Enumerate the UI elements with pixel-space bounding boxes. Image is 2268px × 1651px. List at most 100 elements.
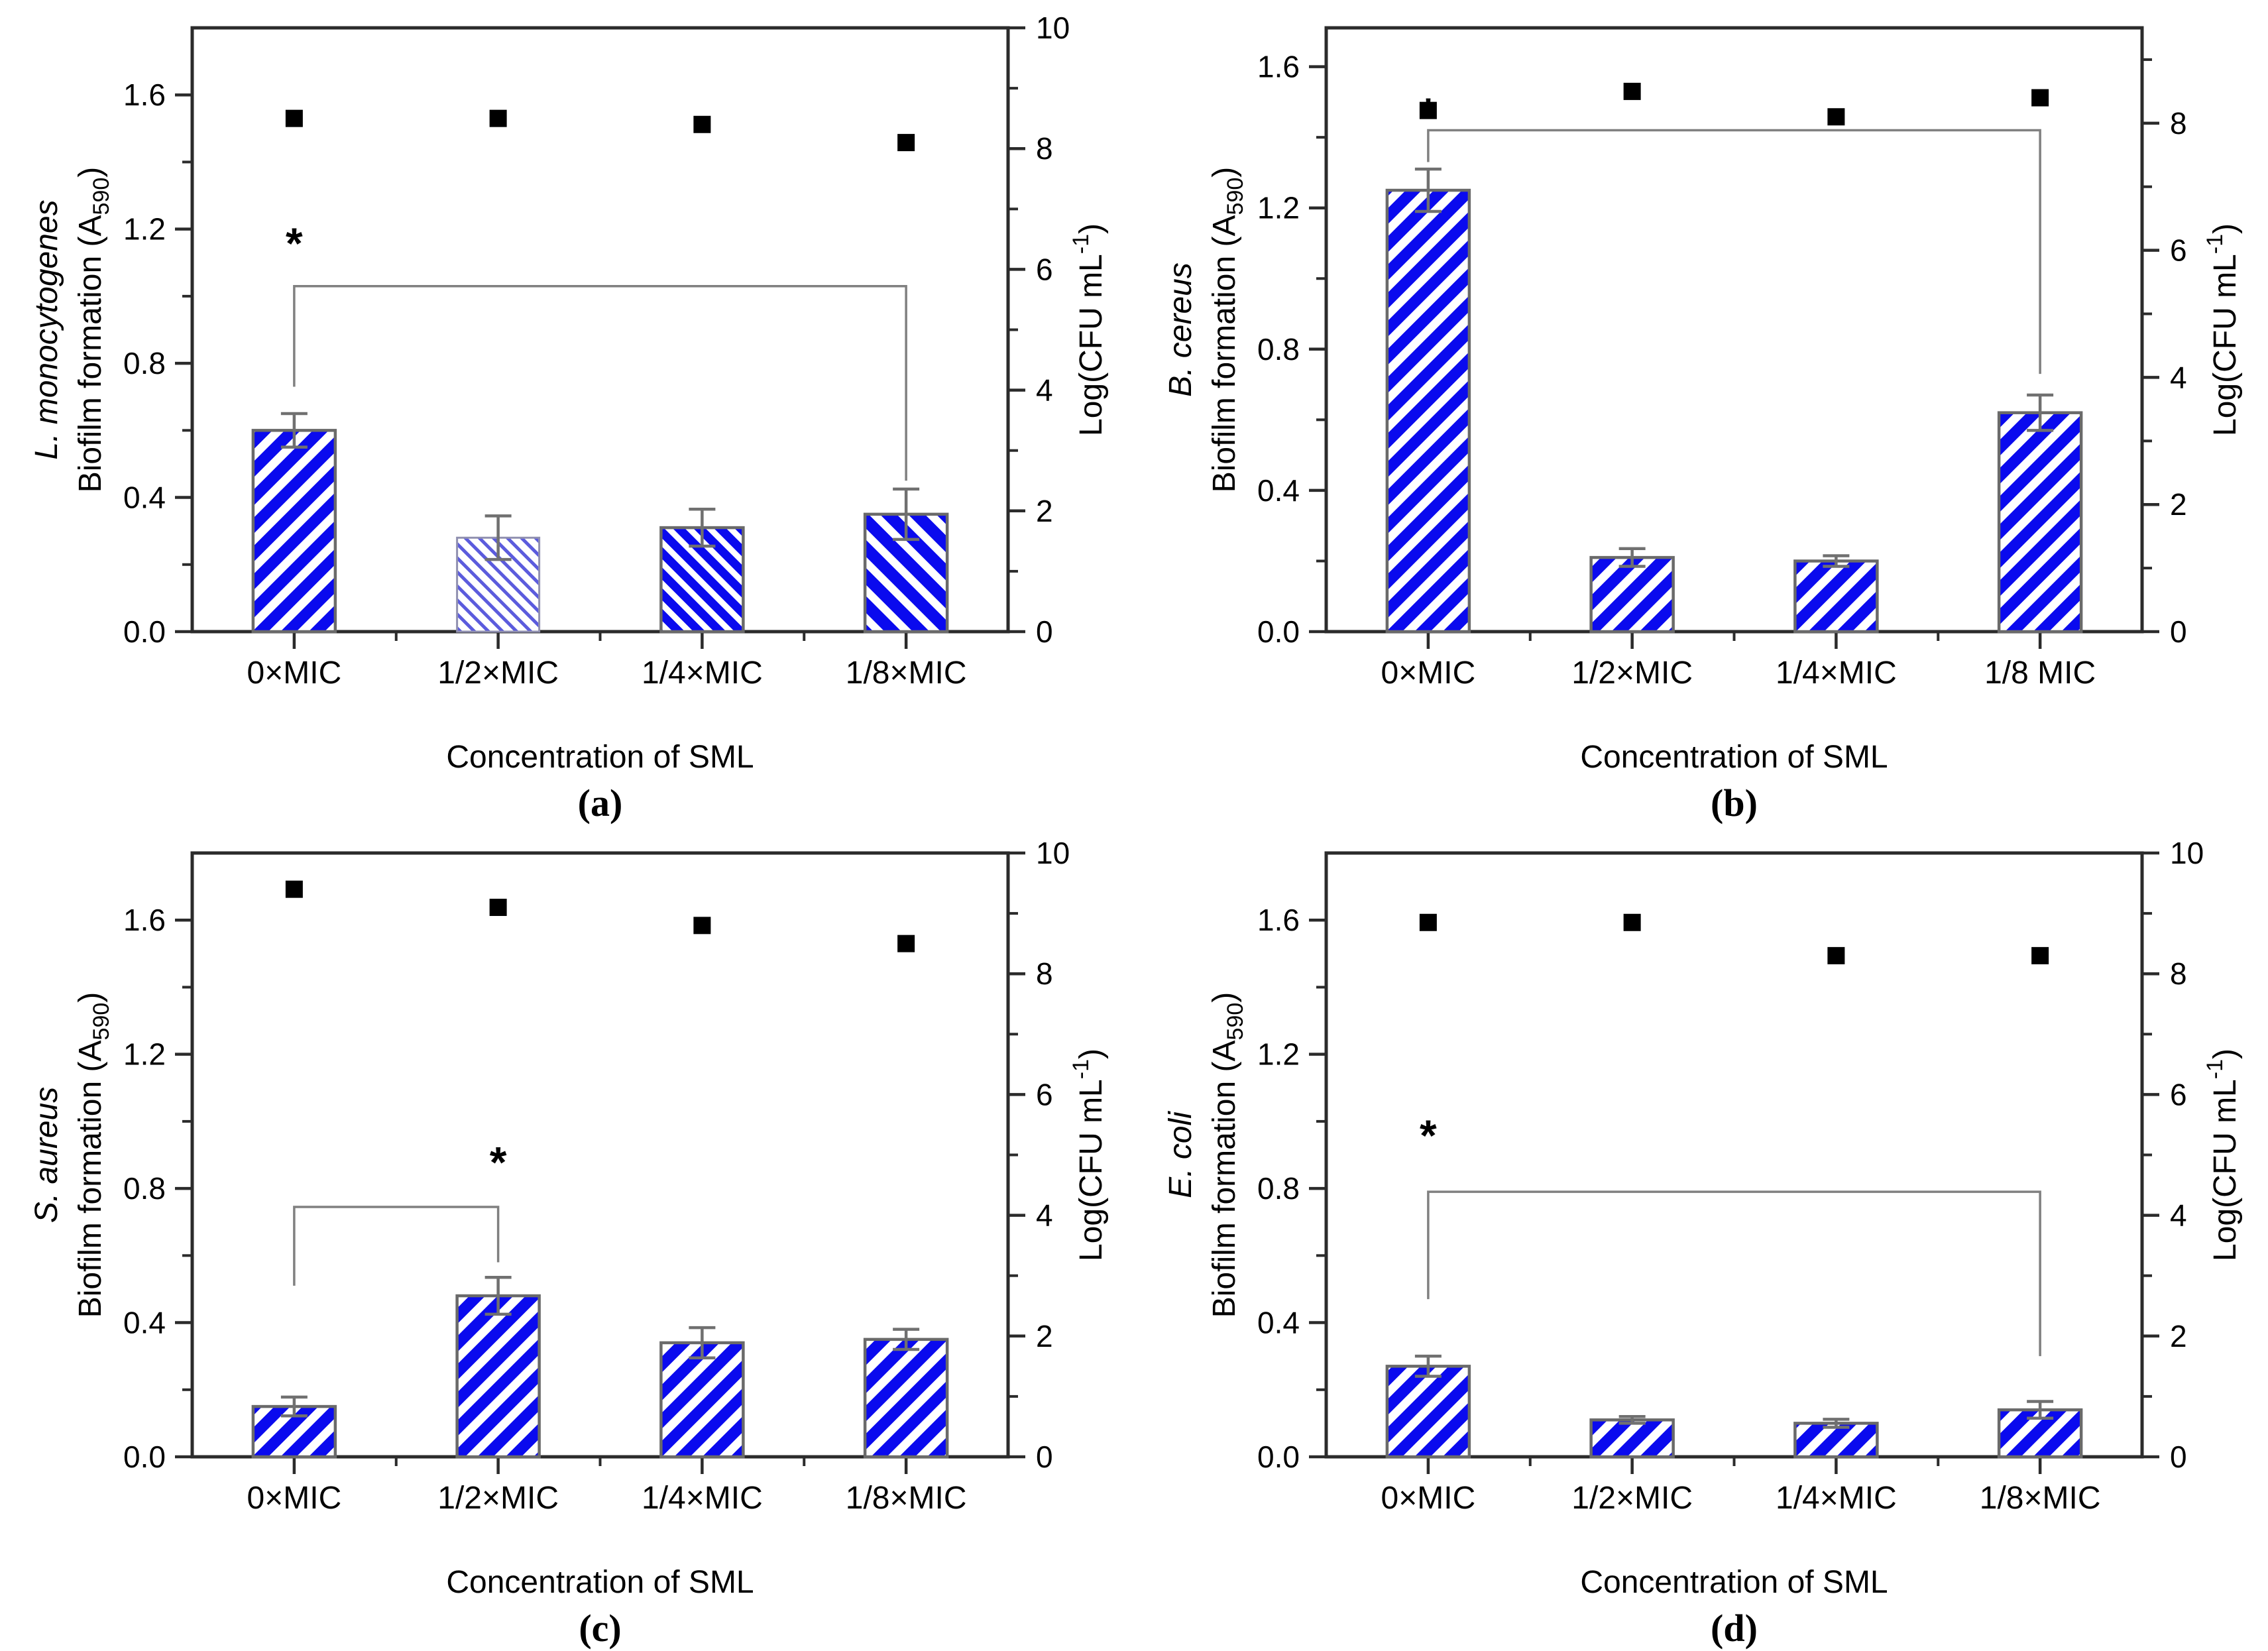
left-tick-label: 0.8 <box>123 1171 166 1206</box>
log-cfu-square-1/2×MIC <box>1623 913 1641 931</box>
right-tick-label: 6 <box>2170 1077 2187 1111</box>
x-tick-label: 0×MIC <box>247 1481 342 1516</box>
y-axis-right-label: Log(CFU mL-1) <box>2202 223 2243 436</box>
left-tick-label: 0.0 <box>123 614 166 649</box>
log-cfu-square-1/8 MIC <box>2031 89 2049 107</box>
y-axis-organism-label: E. coli <box>1163 1111 1198 1198</box>
y-axis-right-label: Log(CFU mL-1) <box>2202 1049 2243 1261</box>
right-tick-label: 10 <box>1036 11 1070 45</box>
panel-letter: (c) <box>579 1607 621 1650</box>
bar-1/4×MIC <box>659 1341 745 1459</box>
right-tick-label: 2 <box>1036 1319 1053 1353</box>
log-cfu-square-1/2×MIC <box>1623 82 1641 100</box>
left-tick-label: 1.2 <box>1257 1037 1300 1072</box>
panel-c: 0.0 0.4 0.8 1.2 1.6 0 2 4 6 8 10 0×MIC 1/2×MIC 1/4×MI… <box>0 825 1134 1651</box>
left-tick-label: 0.8 <box>1257 332 1300 367</box>
significance-bracket <box>1427 129 2041 374</box>
x-tick-label: 1/8×MIC <box>846 1481 967 1516</box>
y-axis-organism-label: S. aureus <box>29 1087 64 1223</box>
significance-bracket <box>293 1206 500 1286</box>
right-tick-label: 6 <box>1036 252 1053 286</box>
left-tick-label: 0.4 <box>1257 473 1300 508</box>
right-tick-label: 10 <box>1036 836 1070 870</box>
chart-svg-b: 0.0 0.4 0.8 1.2 1.6 0 2 4 6 8 0×MIC 1/2×MIC 1/4×MIC 1… <box>1163 26 2243 825</box>
right-tick-label: 2 <box>2170 1319 2187 1353</box>
left-tick-label: 1.2 <box>1257 191 1300 225</box>
log-cfu-square-1/4×MIC <box>693 917 711 935</box>
x-tick-label: 1/2×MIC <box>437 1481 559 1516</box>
y-axis-organism-label: L. monocytogenes <box>29 199 64 459</box>
bar-1/2×MIC <box>1589 1418 1675 1459</box>
x-tick-label: 1/4×MIC <box>1776 655 1897 691</box>
log-cfu-square-1/8×MIC <box>897 134 915 152</box>
x-axis-title: Concentration of SML <box>446 740 754 775</box>
left-tick-label: 0.4 <box>123 1306 166 1340</box>
left-tick-label: 1.6 <box>1257 903 1300 937</box>
left-tick-label: 1.2 <box>123 1037 166 1072</box>
log-cfu-square-1/8×MIC <box>2031 946 2049 964</box>
left-tick-label: 0.0 <box>1257 1440 1300 1474</box>
x-tick-label: 1/8×MIC <box>846 655 967 691</box>
log-cfu-square-0×MIC <box>285 880 303 898</box>
x-axis-title: Concentration of SML <box>1580 740 1888 775</box>
right-tick-label: 0 <box>1036 614 1053 649</box>
log-cfu-square-1/4×MIC <box>693 115 711 133</box>
y-axis-right-label: Log(CFU mL-1) <box>1068 223 1109 436</box>
right-tick-label: 10 <box>2170 836 2204 870</box>
log-cfu-square-0×MIC <box>1419 101 1437 119</box>
bar-1/2×MIC <box>455 1294 541 1459</box>
log-cfu-square-0×MIC <box>285 109 303 127</box>
bar-1/8×MIC <box>863 1338 949 1459</box>
chart-svg-c: 0.0 0.4 0.8 1.2 1.6 0 2 4 6 8 10 0×MIC 1/2×MIC 1/4×MI… <box>29 836 1109 1650</box>
right-tick-label: 4 <box>1036 1198 1053 1233</box>
right-tick-label: 4 <box>1036 373 1053 408</box>
right-tick-label: 8 <box>1036 131 1053 166</box>
right-tick-label: 6 <box>2170 233 2187 268</box>
x-tick-label: 0×MIC <box>1381 1481 1476 1516</box>
left-tick-label: 1.2 <box>123 212 166 247</box>
right-tick-label: 8 <box>1036 956 1053 991</box>
left-tick-label: 0.0 <box>123 1440 166 1474</box>
left-tick-label: 0.0 <box>1257 614 1300 649</box>
panel-a: 0.0 0.4 0.8 1.2 1.6 0 2 4 6 8 10 0×MIC 1/2×MIC 1/4×MI… <box>0 0 1134 825</box>
log-cfu-square-1/2×MIC <box>489 898 507 916</box>
panel-b: 0.0 0.4 0.8 1.2 1.6 0 2 4 6 8 0×MIC 1/2×MIC 1/4×MIC 1… <box>1134 0 2268 825</box>
significance-bracket <box>293 284 907 481</box>
log-cfu-square-1/8×MIC <box>897 935 915 952</box>
y-axis-left-label: Biofilm formation (A590) <box>1207 992 1248 1318</box>
bar-0×MIC <box>251 429 337 634</box>
right-tick-label: 0 <box>2170 614 2187 649</box>
right-tick-label: 6 <box>1036 1077 1053 1111</box>
left-tick-label: 1.6 <box>123 903 166 937</box>
right-tick-label: 8 <box>2170 956 2187 991</box>
x-tick-label: 1/4×MIC <box>642 655 763 691</box>
x-tick-label: 1/4×MIC <box>642 1481 763 1516</box>
significance-asterisk: * <box>490 1138 507 1187</box>
panel-letter: (a) <box>578 781 623 825</box>
log-cfu-square-1/2×MIC <box>489 109 507 127</box>
left-tick-label: 0.4 <box>1257 1306 1300 1340</box>
x-tick-label: 1/8×MIC <box>1980 1481 2101 1516</box>
x-tick-label: 1/2×MIC <box>437 655 559 691</box>
x-tick-label: 0×MIC <box>247 655 342 691</box>
right-tick-label: 8 <box>2170 106 2187 141</box>
bar-1/4×MIC <box>1793 559 1879 634</box>
left-tick-label: 1.6 <box>1257 50 1300 84</box>
log-cfu-square-1/4×MIC <box>1827 946 1845 964</box>
y-axis-right-label: Log(CFU mL-1) <box>1068 1049 1109 1261</box>
bar-1/2×MIC <box>1589 555 1675 634</box>
x-axis-title: Concentration of SML <box>1580 1565 1888 1600</box>
significance-bracket <box>1427 1190 2041 1357</box>
right-tick-label: 4 <box>2170 360 2187 394</box>
y-axis-organism-label: B. cereus <box>1163 262 1198 397</box>
chart-svg-d: 0.0 0.4 0.8 1.2 1.6 0 2 4 6 8 10 0×MIC 1/2×MIC 1/4×MI… <box>1163 836 2243 1650</box>
left-tick-label: 0.8 <box>1257 1171 1300 1206</box>
significance-asterisk: * <box>286 219 303 268</box>
y-axis-left-label: Biofilm formation (A590) <box>1207 167 1248 493</box>
log-cfu-square-0×MIC <box>1419 913 1437 931</box>
panel-letter: (d) <box>1711 1607 1758 1650</box>
significance-asterisk: * <box>1420 1111 1437 1160</box>
y-axis-left-label: Biofilm formation (A590) <box>73 992 114 1318</box>
right-tick-label: 4 <box>2170 1198 2187 1233</box>
